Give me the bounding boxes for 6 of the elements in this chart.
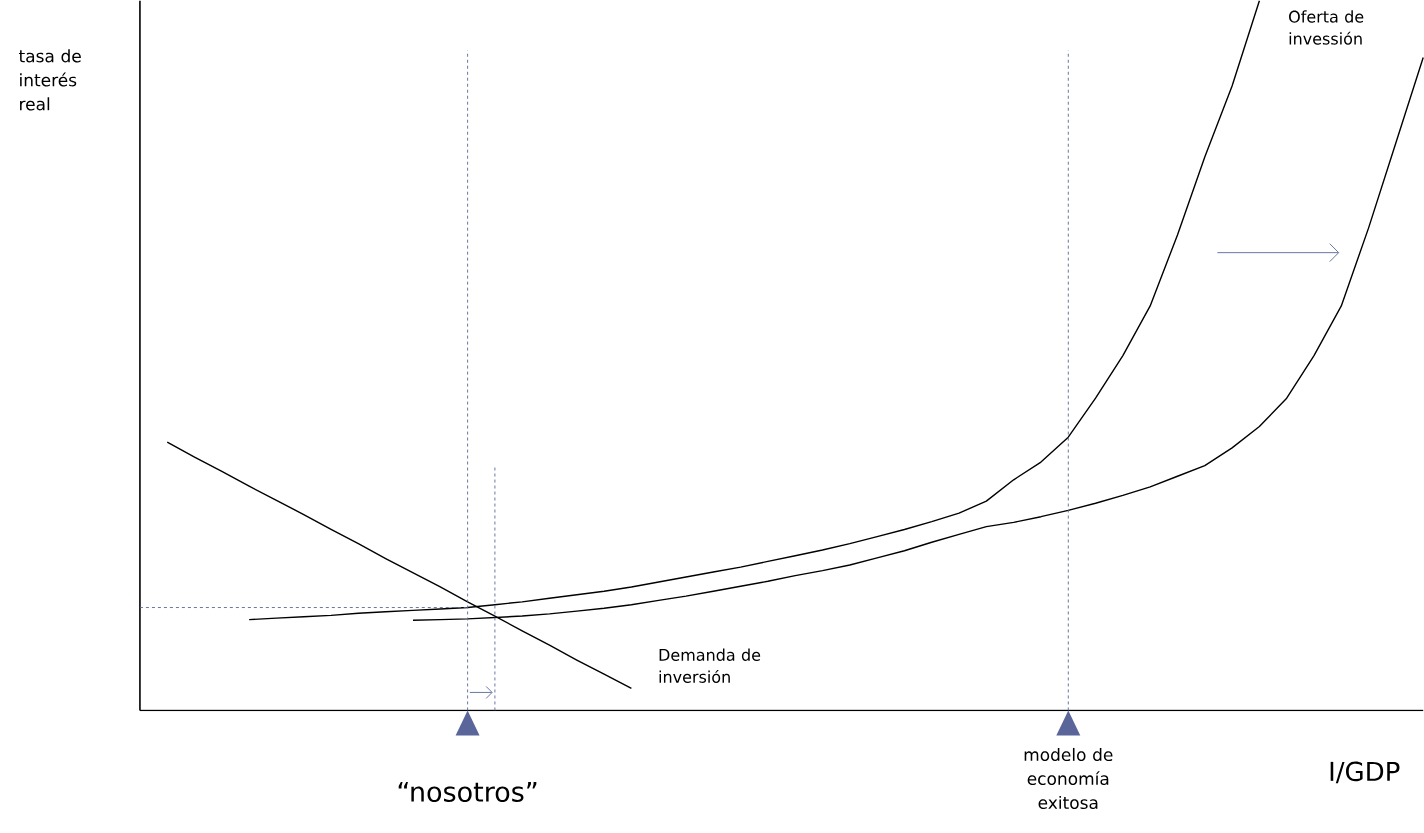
y-axis-title: tasa de interés real: [18, 49, 81, 111]
text: “nosotros”: [398, 781, 537, 802]
annotation: Demanda de inversión: [659, 648, 761, 683]
text: modelo de economía exitosa: [1024, 747, 1113, 809]
x-axis-title: I/GDP: [1330, 761, 1400, 784]
annotation: Oferta de invessión: [1289, 10, 1364, 45]
